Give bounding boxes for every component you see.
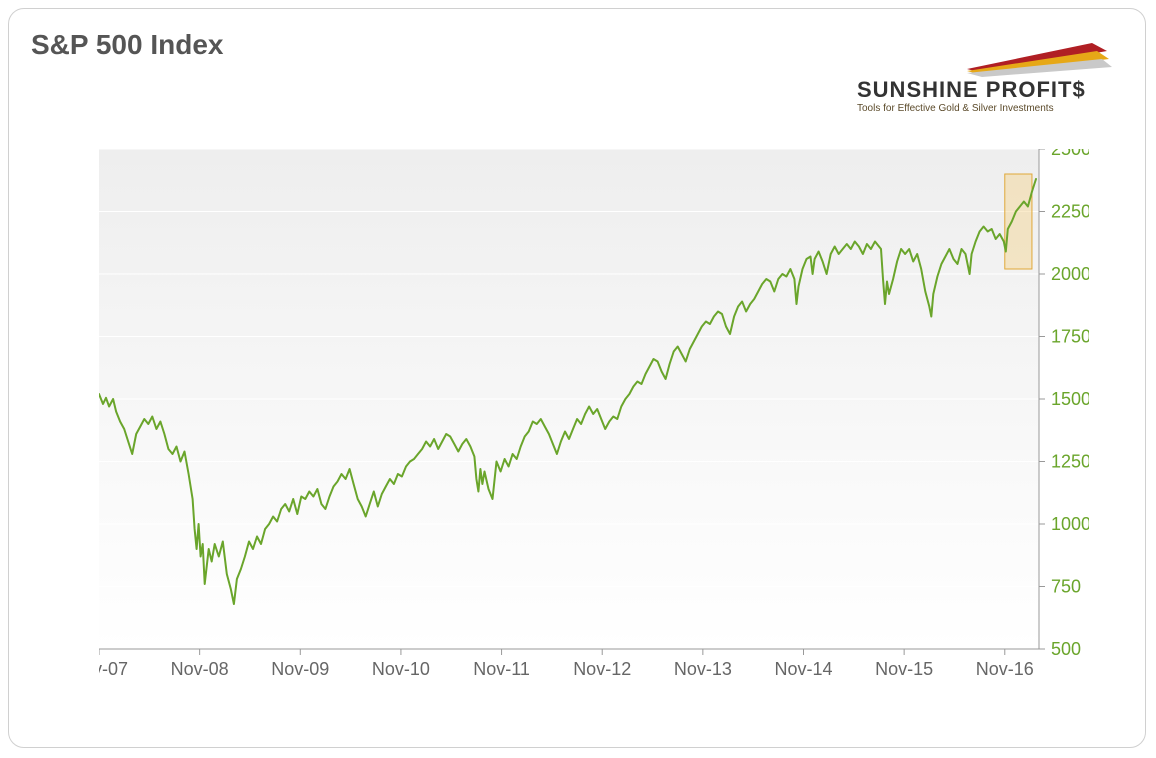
svg-text:Nov-09: Nov-09 <box>271 659 329 679</box>
chart-title: S&P 500 Index <box>31 29 223 61</box>
svg-text:Nov-12: Nov-12 <box>573 659 631 679</box>
svg-text:1000: 1000 <box>1051 514 1089 534</box>
brand-logo: SUNSHINE PROFIT$ Tools for Effective Gol… <box>847 39 1117 119</box>
brand-name: SUNSHINE PROFIT$ <box>857 77 1086 102</box>
x-axis-ticks: Nov-07 Nov-08 Nov-09 Nov-10 Nov-11 Nov-12 Nov-… <box>99 649 1034 679</box>
highlight-region <box>1005 174 1032 269</box>
brand-logo-svg: SUNSHINE PROFIT$ Tools for Effective Gol… <box>847 39 1117 119</box>
chart-card: S&P 500 Index SUNSHINE PROFIT$ Tools for… <box>8 8 1146 748</box>
svg-text:1250: 1250 <box>1051 452 1089 472</box>
brand-tagline: Tools for Effective Gold & Silver Invest… <box>857 103 1054 114</box>
svg-text:Nov-10: Nov-10 <box>372 659 430 679</box>
svg-text:2250: 2250 <box>1051 202 1089 222</box>
svg-text:2000: 2000 <box>1051 264 1089 284</box>
svg-text:Nov-08: Nov-08 <box>171 659 229 679</box>
y-axis-ticks: 500 750 1000 1250 1500 1750 2000 2250 2500 <box>1039 149 1089 659</box>
svg-text:Nov-16: Nov-16 <box>976 659 1034 679</box>
svg-text:1750: 1750 <box>1051 327 1089 347</box>
svg-text:1500: 1500 <box>1051 389 1089 409</box>
svg-text:500: 500 <box>1051 639 1081 659</box>
svg-text:Nov-11: Nov-11 <box>473 659 530 679</box>
svg-text:Nov-15: Nov-15 <box>875 659 933 679</box>
svg-text:Nov-07: Nov-07 <box>99 659 128 679</box>
svg-text:2500: 2500 <box>1051 149 1089 159</box>
svg-text:Nov-14: Nov-14 <box>774 659 832 679</box>
svg-text:750: 750 <box>1051 577 1081 597</box>
chart-plot: Nov-07 Nov-08 Nov-09 Nov-10 Nov-11 Nov-12 Nov-… <box>99 149 1089 679</box>
svg-text:Nov-13: Nov-13 <box>674 659 732 679</box>
